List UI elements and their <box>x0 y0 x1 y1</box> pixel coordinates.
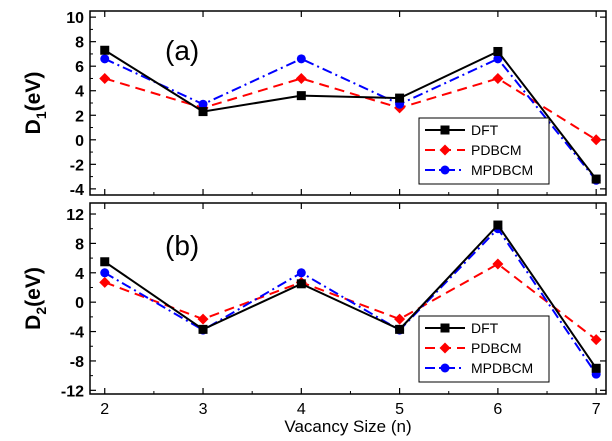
data-point <box>492 72 504 84</box>
legend-label: MPDBCM <box>471 360 533 376</box>
series-dft <box>100 220 601 373</box>
legend-marker <box>439 342 451 354</box>
data-point <box>99 72 111 84</box>
data-point <box>197 313 209 325</box>
data-point <box>590 134 602 146</box>
y-tick-label: 10 <box>66 10 84 27</box>
x-tick-label: 6 <box>493 401 502 418</box>
y-tick-label: -4 <box>70 325 84 342</box>
y-tick-label: 0 <box>75 295 84 312</box>
y-tick-label: 6 <box>75 59 84 76</box>
y-axis-label: D1(eV) <box>22 72 49 135</box>
legend-label: PDBCM <box>471 142 522 158</box>
series-line <box>104 223 597 369</box>
data-point <box>100 257 110 267</box>
data-point <box>100 268 110 278</box>
data-point <box>493 46 503 56</box>
data-point <box>395 93 405 103</box>
panel-b: -12 -8 -4 0 4 8 12 2 3 4 5 6 7 D2(eV) Vacancy Size (n)… <box>22 202 607 436</box>
x-tick-label: 4 <box>297 401 306 418</box>
legend-marker <box>440 165 450 175</box>
legend-marker <box>440 323 450 333</box>
data-point <box>198 107 208 117</box>
y-axis-label: D2(eV) <box>22 267 49 330</box>
panel-a: -4 -2 0 2 4 6 8 10 D1(eV) (a) DFT PDBCM MPDBCM <box>22 10 607 199</box>
data-point <box>492 258 504 270</box>
data-point <box>99 276 111 288</box>
data-point <box>590 334 602 346</box>
legend-label: DFT <box>471 122 499 138</box>
series-dft <box>100 45 601 184</box>
legend-label: MPDBCM <box>471 162 533 178</box>
x-tick-label: 3 <box>199 401 208 418</box>
y-tick-label: 2 <box>75 108 84 125</box>
data-point <box>296 279 306 289</box>
series-line <box>104 49 597 180</box>
data-point <box>395 324 405 334</box>
x-tick-label: 7 <box>592 401 601 418</box>
y-tick-label: -12 <box>61 383 84 400</box>
data-point <box>198 324 208 334</box>
y-tick-label: 4 <box>75 84 84 101</box>
legend: DFT PDBCM MPDBCM <box>418 315 550 383</box>
y-tick-label: 12 <box>66 207 84 224</box>
legend: DFT PDBCM MPDBCM <box>418 117 550 185</box>
x-tick-label: 5 <box>395 401 404 418</box>
data-point <box>394 313 406 325</box>
y-tick-label: 8 <box>75 236 84 253</box>
y-tick-label: -4 <box>70 182 84 199</box>
x-tick-label: 2 <box>100 401 109 418</box>
data-point <box>296 268 306 278</box>
legend-marker <box>439 144 451 156</box>
legend-marker <box>440 363 450 373</box>
series-line <box>104 77 597 141</box>
panel-label: (b) <box>165 230 199 261</box>
data-point <box>493 220 503 230</box>
data-point <box>296 54 306 64</box>
data-point <box>296 91 306 101</box>
x-axis-label: Vacancy Size (n) <box>284 417 411 436</box>
y-tick-label: -2 <box>70 157 84 174</box>
y-tick-label: 4 <box>75 266 84 283</box>
axes-frame <box>89 202 607 395</box>
data-point <box>198 99 208 109</box>
data-point <box>100 45 110 55</box>
data-point <box>493 54 503 64</box>
legend-marker <box>440 125 450 135</box>
data-point <box>591 174 601 184</box>
data-point <box>295 72 307 84</box>
panel-label: (a) <box>165 35 199 66</box>
series-line <box>104 227 598 375</box>
data-point <box>591 363 601 373</box>
y-tick-label: 8 <box>75 35 84 52</box>
legend-label: PDBCM <box>471 340 522 356</box>
y-tick-label: -8 <box>70 354 84 371</box>
y-tick-label: 0 <box>75 133 84 150</box>
data-point <box>100 54 110 64</box>
legend-label: DFT <box>471 320 499 336</box>
